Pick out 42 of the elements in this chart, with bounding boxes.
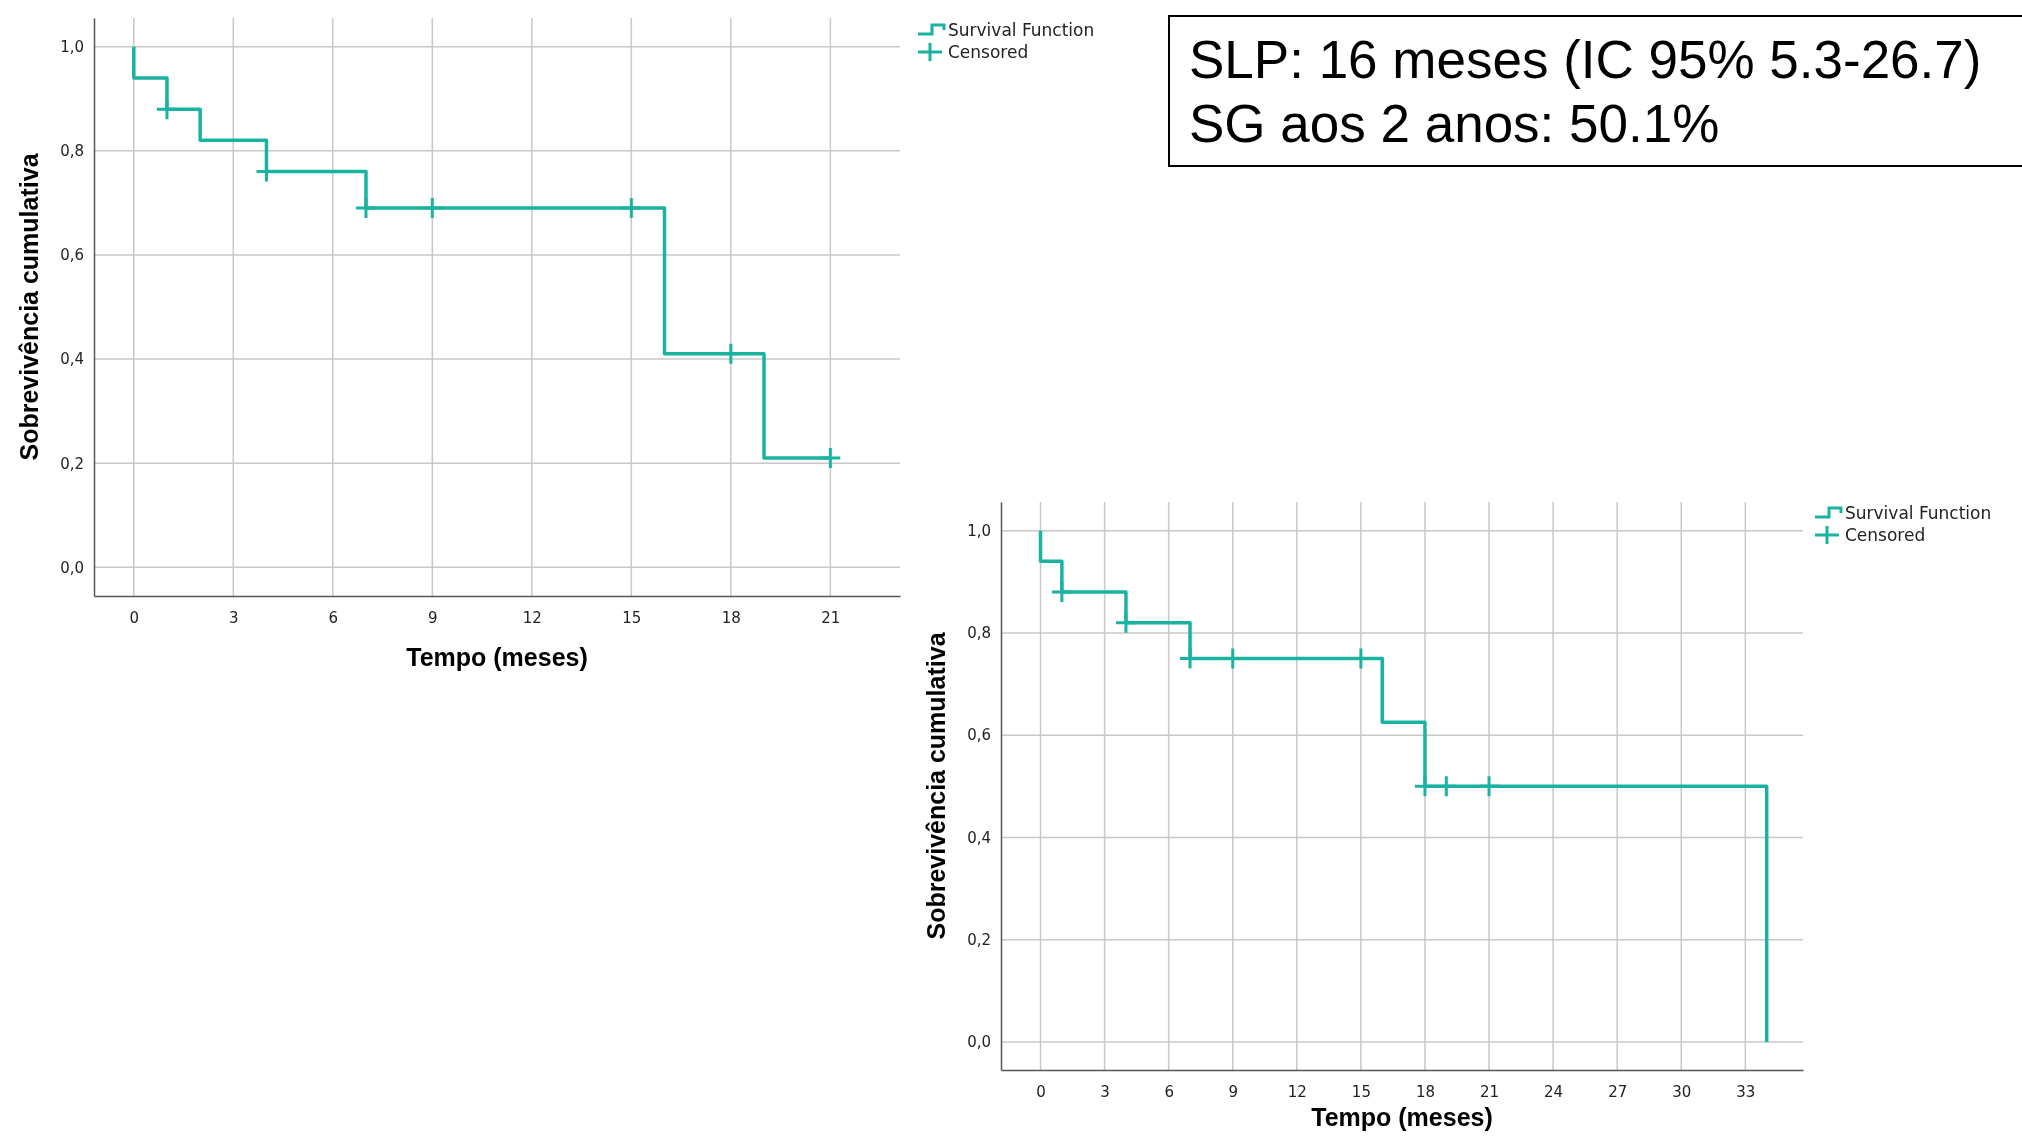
text: SLP: 16 meses (IC 95% 5.3-26.7) — [1189, 30, 1982, 89]
x-tick-label: 6 — [1164, 1082, 1174, 1101]
x-tick-label: 12 — [522, 608, 542, 627]
y-tick-label: 0,0 — [967, 1033, 991, 1052]
legend-label: Survival Function — [1845, 503, 1992, 523]
y-tick-label: 0,8 — [60, 142, 84, 161]
x-tick-label: 15 — [622, 608, 642, 627]
x-tick-label: 33 — [1736, 1082, 1756, 1101]
x-tick-label: 30 — [1672, 1082, 1692, 1101]
y-tick-label: 0,8 — [967, 624, 991, 643]
y-axis-title: Sobrevivência cumulativa — [922, 631, 950, 940]
y-tick-label: 0,2 — [60, 454, 84, 473]
y-tick-label: 0,4 — [967, 828, 991, 847]
x-tick-label: 6 — [328, 608, 339, 627]
y-tick-label: 0,4 — [60, 350, 84, 369]
x-tick-label: 0 — [1036, 1082, 1046, 1101]
x-tick-label: 21 — [1479, 1082, 1500, 1101]
x-tick-label: 18 — [721, 608, 741, 627]
x-tick-label: 18 — [1415, 1082, 1436, 1101]
x-tick-label: 3 — [1100, 1082, 1110, 1101]
legend-label: Censored — [948, 42, 1029, 62]
x-axis-title: Tempo (meses) — [406, 643, 588, 671]
y-tick-label: 1,0 — [967, 521, 991, 540]
x-tick-label: 3 — [229, 608, 239, 627]
y-axis-title: Sobrevivência cumulativa — [15, 152, 43, 461]
x-tick-label: 27 — [1608, 1082, 1628, 1101]
x-tick-label: 0 — [129, 608, 140, 627]
x-tick-label: 24 — [1544, 1082, 1564, 1101]
y-tick-label: 0,0 — [60, 558, 84, 577]
x-tick-label: 9 — [1228, 1082, 1239, 1101]
text: SG aos 2 anos: 50.1% — [1189, 94, 1720, 153]
y-tick-label: 1,0 — [60, 37, 84, 56]
legend-label: Censored — [1845, 525, 1926, 545]
x-tick-label: 15 — [1351, 1082, 1371, 1101]
x-tick-label: 21 — [821, 608, 841, 627]
x-tick-label: 12 — [1287, 1082, 1307, 1101]
x-axis-title: Tempo (meses) — [1311, 1103, 1493, 1131]
y-tick-label: 0,6 — [967, 726, 991, 745]
y-tick-label: 0,6 — [60, 246, 84, 265]
legend-label: Survival Function — [948, 20, 1095, 40]
x-tick-label: 9 — [428, 608, 438, 627]
y-tick-label: 0,2 — [967, 930, 991, 949]
